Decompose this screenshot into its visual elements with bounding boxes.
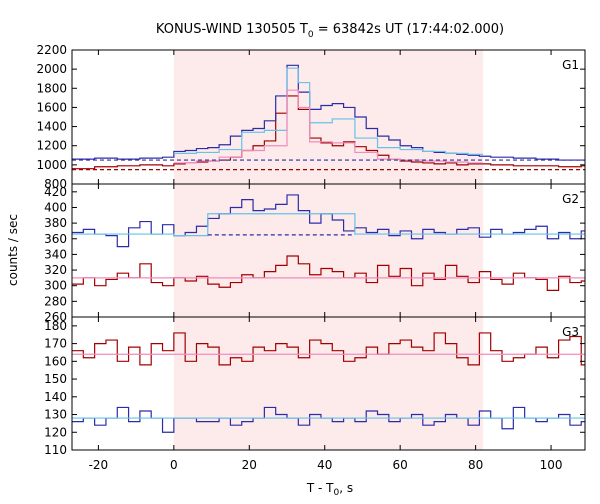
y-tick-label: 300	[44, 279, 67, 293]
x-tick-label: -20	[89, 458, 109, 472]
y-tick-label: 2000	[36, 62, 67, 76]
chart-title: KONUS-WIND 130505 T0 = 63842s UT (17:44:…	[156, 22, 504, 40]
x-tick-label: 60	[393, 458, 408, 472]
x-tick-label: 20	[242, 458, 257, 472]
y-tick-label: 140	[44, 390, 67, 404]
panel-label-G3: G3	[562, 325, 579, 339]
shaded-interval	[173, 50, 484, 450]
x-axis-label: T - T0, s	[306, 481, 353, 498]
y-tick-label: 170	[44, 337, 67, 351]
panel-label-G2: G2	[562, 192, 579, 206]
y-tick-label: 340	[44, 247, 67, 261]
y-tick-label: 260	[44, 310, 67, 324]
y-tick-label: 180	[44, 319, 67, 333]
y-tick-label: 120	[44, 425, 67, 439]
y-tick-label: 420	[44, 185, 67, 199]
x-tick-label: 0	[170, 458, 178, 472]
panels-group: 8001000120014001600180020002200G12602803…	[36, 43, 586, 472]
panel-G2-series	[72, 194, 585, 291]
x-tick-label: 80	[468, 458, 483, 472]
y-tick-label: 150	[44, 372, 67, 386]
series-line-G1-1	[72, 64, 585, 161]
series-line-G3-0	[72, 332, 585, 366]
y-axis-label: counts / sec	[6, 214, 20, 286]
y-tick-label: 1200	[36, 139, 67, 153]
x-tick-label: 100	[540, 458, 563, 472]
y-tick-label: 1400	[36, 120, 67, 134]
series-line-G2-0	[72, 194, 585, 248]
panel-frame-G3	[71, 316, 586, 451]
series-line-G1-3	[173, 89, 484, 164]
y-tick-label: 320	[44, 263, 67, 277]
y-tick-label: 110	[44, 443, 67, 457]
y-tick-label: 1800	[36, 81, 67, 95]
x-tick-label: 40	[317, 458, 332, 472]
y-tick-label: 1600	[36, 100, 67, 114]
y-tick-label: 2200	[36, 43, 67, 57]
panel-G3-series	[72, 332, 585, 433]
series-line-G2-2	[72, 213, 585, 237]
y-tick-label: 280	[44, 294, 67, 308]
y-tick-label: 380	[44, 216, 67, 230]
y-tick-label: 800	[44, 177, 67, 191]
series-line-G1-2	[173, 67, 484, 155]
y-tick-label: 130	[44, 408, 67, 422]
series-line-G2-1	[72, 255, 585, 291]
y-tick-label: 360	[44, 232, 67, 246]
y-tick-label: 1000	[36, 158, 67, 172]
y-tick-label: 400	[44, 200, 67, 214]
y-tick-label: 160	[44, 354, 67, 368]
panel-label-G1: G1	[562, 58, 579, 72]
panel-G1-series	[72, 64, 585, 171]
